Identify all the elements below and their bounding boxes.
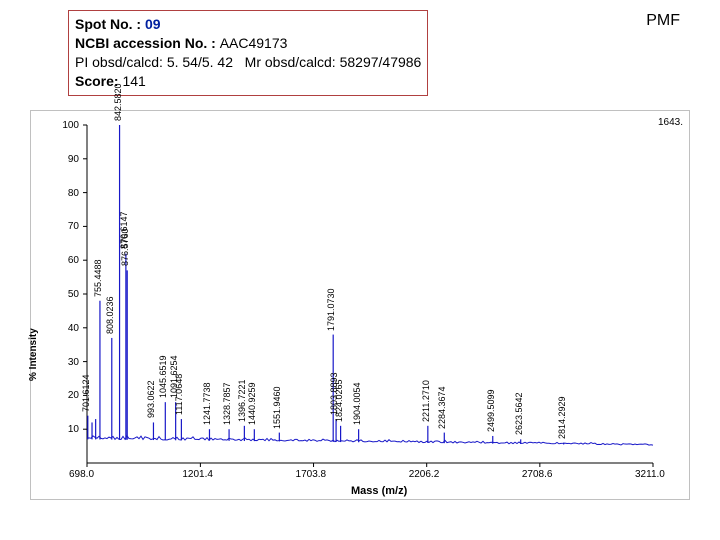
y-tick-label: 90 (68, 154, 79, 165)
y-tick-label: 30 (68, 357, 79, 368)
peak-label: 1824.0265 (334, 379, 344, 422)
y-tick-label: 40 (68, 323, 79, 334)
spot-no: 09 (145, 16, 161, 32)
peak-label: 1117.0648 (174, 374, 184, 415)
peak-label: 1396.7221 (237, 379, 247, 422)
y-tick-label: 10 (68, 424, 79, 435)
peak-label: 1328.7857 (222, 383, 232, 426)
peak-label: 755.4488 (93, 259, 103, 297)
pmf-label: PMF (646, 12, 680, 30)
ncbi-accession: AAC49173 (220, 35, 288, 51)
peak-label: 701.6124 (81, 374, 91, 412)
x-tick-label: 2708.6 (522, 469, 553, 480)
peak-label: 876.5760 (120, 229, 130, 267)
spectrum-svg (31, 111, 691, 501)
peak-label: 1241.7738 (202, 383, 212, 426)
peak-label: 993.0622 (146, 381, 156, 419)
y-tick-label: 70 (68, 221, 79, 232)
y-tick-label: 50 (68, 289, 79, 300)
pi-mr-line: PI obsd/calcd: 5. 54/5. 42 Mr obsd/calcd… (75, 53, 421, 72)
peak-label: 1045.6519 (158, 356, 168, 399)
peak-label: 842.5820 (113, 83, 123, 121)
y-tick-label: 60 (68, 255, 79, 266)
peak-label: 1440.9259 (247, 383, 257, 426)
peak-label: 1904.0054 (352, 383, 362, 426)
peak-label: 2499.5099 (486, 389, 496, 432)
peak-label: 1791.0730 (326, 288, 336, 331)
score-value: 141 (122, 73, 145, 89)
spot-label: Spot No. : (75, 16, 145, 32)
x-tick-label: 1703.8 (296, 469, 327, 480)
peak-label: 808.0236 (105, 296, 115, 334)
peak-label: 2623.5642 (514, 393, 524, 436)
peak-label: 2814.2929 (557, 396, 567, 439)
x-tick-label: 3211.0 (635, 469, 665, 480)
spectrum-chart: % Intensity Mass (m/z) 1643. 701.6124755… (30, 110, 690, 500)
x-tick-label: 1201.4 (182, 469, 213, 480)
peak-label: 2211.2710 (421, 380, 431, 422)
y-tick-label: 20 (68, 390, 79, 401)
peak-label: 1551.9460 (272, 386, 282, 429)
y-tick-label: 100 (62, 120, 79, 131)
peak-label: 2284.3674 (437, 386, 447, 429)
x-tick-label: 698.0 (69, 469, 94, 480)
ncbi-label: NCBI accession No. : (75, 35, 220, 51)
y-tick-label: 80 (68, 188, 79, 199)
x-tick-label: 2206.2 (409, 469, 440, 480)
